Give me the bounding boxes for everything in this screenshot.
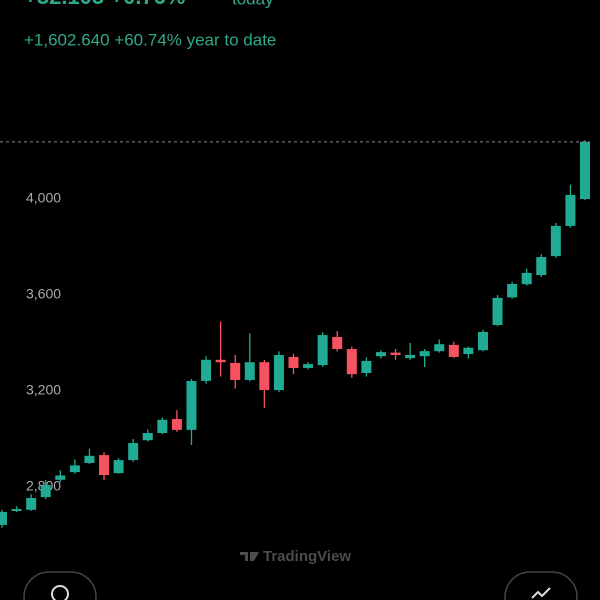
candle-body [477,331,488,351]
candle-body [565,194,576,226]
change-ytd: +1,602.640 +60.74% year to date [24,30,276,49]
watermark-logo [240,552,259,561]
candle-body [521,272,532,285]
candle-body [84,455,95,463]
candle-body [390,352,401,355]
y-tick-label: 3,200 [26,382,61,398]
alarm-button[interactable] [23,571,97,600]
y-tick-label: 3,600 [26,286,61,302]
alarm-button-frame[interactable] [23,571,97,600]
candle-body [550,225,561,257]
candle-body [507,283,518,298]
candle-body [405,355,416,359]
candle-body [0,511,7,525]
candle-body [448,344,459,357]
candle-body [11,509,22,511]
chart-button[interactable] [504,571,578,600]
candle-body [288,356,299,368]
candle-body [201,359,212,381]
chart-icon [531,587,551,599]
candle-body [419,351,430,357]
candle-body [142,433,153,441]
alarm-icon [51,585,69,600]
candle-body [128,443,139,461]
candle-body [361,361,372,373]
candle-body [69,465,80,473]
candle-body [273,355,284,391]
candle-body [332,337,343,349]
candle-body [40,485,51,498]
candle-body [492,297,503,325]
candle-body [157,419,168,433]
candle-body [346,349,357,375]
candle-body [186,380,197,430]
candle-body [463,347,474,355]
candle-body [55,475,66,480]
candle-body [375,352,386,357]
candle-body [99,455,110,475]
candle-body [259,362,270,391]
candle-body [26,498,37,510]
watermark-text: TradingView [263,548,351,565]
candle-body [171,419,182,430]
today-label: today [232,0,274,8]
change-today: +32.103 +0.76% [24,0,185,9]
candle-body [244,362,255,380]
candle-body [230,362,241,380]
candle-body [536,257,547,276]
chart-button-frame[interactable] [504,571,578,600]
candle-body [434,344,445,352]
y-tick-label: 4,000 [26,190,61,206]
candle-body [113,460,124,474]
candle-body [303,364,314,368]
candle-body [317,335,328,366]
candle-body [580,141,590,199]
candle-body [215,359,226,363]
watermark: TradingView [240,548,351,565]
